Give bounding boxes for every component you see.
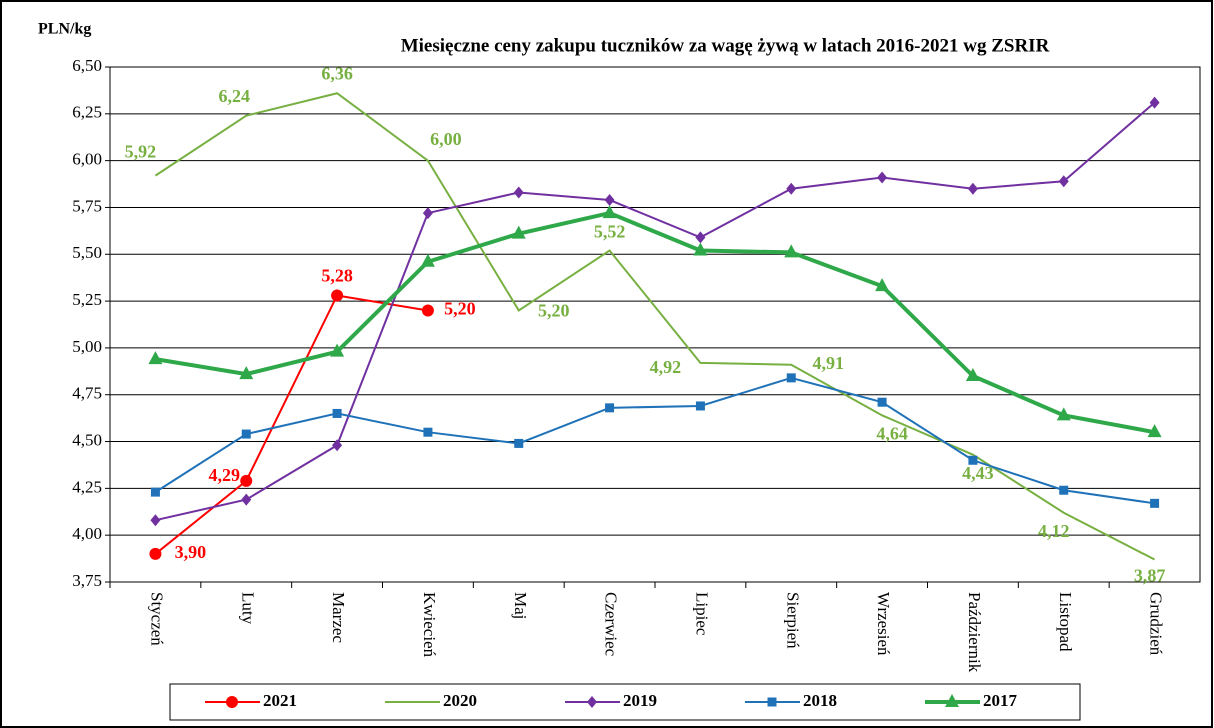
marker [695, 401, 705, 411]
marker [767, 697, 777, 707]
marker [604, 193, 615, 206]
marker [514, 438, 524, 448]
x-tick-label: Kwiecień [420, 592, 439, 658]
marker [423, 427, 433, 437]
chart-title: Miesięczne ceny zakupu tuczników za wagę… [401, 35, 1050, 56]
marker [587, 696, 597, 708]
y-tick-label: 5,50 [72, 243, 102, 262]
plot-area [109, 66, 1201, 583]
marker [693, 242, 708, 256]
marker [968, 455, 978, 465]
marker [965, 368, 980, 381]
data-label: 3,87 [1134, 566, 1166, 586]
marker [420, 253, 435, 267]
x-tick-label: Sierpień [783, 592, 802, 649]
marker [602, 205, 617, 219]
y-tick-label: 6,00 [72, 150, 102, 169]
y-tick-label: 5,75 [72, 196, 102, 215]
marker [786, 373, 796, 383]
marker [421, 304, 434, 317]
y-tick-label: 6,50 [72, 56, 102, 75]
data-label: 4,64 [876, 423, 908, 443]
marker [1149, 96, 1160, 109]
x-tick-label: Styczeń [148, 592, 167, 646]
marker [1058, 175, 1069, 188]
x-tick-label: Październik [965, 592, 984, 673]
y-axis-label: PLN/kg [38, 21, 91, 38]
marker [150, 487, 160, 497]
data-label: 5,20 [444, 299, 476, 319]
y-tick-label: 5,25 [72, 290, 102, 309]
data-label: 4,12 [1038, 521, 1070, 541]
marker [241, 493, 252, 506]
series-line [155, 210, 1155, 435]
marker [330, 343, 345, 357]
data-label: 3,90 [175, 542, 207, 562]
y-tick-label: 3,75 [72, 571, 102, 590]
x-tick-label: Maj [511, 592, 530, 619]
y-tick-label: 4,25 [72, 477, 102, 496]
data-label: 6,36 [321, 63, 353, 83]
x-tick-label: Marzec [329, 592, 348, 643]
x-tick-label: Grudzień [1147, 592, 1166, 656]
marker [422, 207, 433, 220]
series-line [154, 376, 1155, 505]
marker [332, 439, 343, 452]
y-tick-label: 5,00 [72, 337, 102, 356]
marker [240, 474, 253, 487]
series-line [154, 294, 429, 555]
y-tick-label: 4,75 [72, 384, 102, 403]
marker [513, 186, 524, 199]
data-label: 4,92 [650, 357, 682, 377]
y-tick-label: 4,00 [72, 524, 102, 543]
legend-label: 2020 [443, 691, 477, 710]
legend-label: 2017 [983, 691, 1018, 710]
series-line [155, 101, 1156, 522]
data-label: 4,43 [962, 463, 994, 483]
marker [1056, 407, 1071, 421]
marker [967, 182, 978, 195]
marker [695, 231, 706, 244]
marker [150, 514, 161, 527]
data-label: 6,00 [430, 129, 462, 149]
marker [511, 225, 526, 239]
y-tick-label: 6,25 [72, 103, 102, 122]
y-tick-label: 4,50 [72, 430, 102, 449]
marker [1059, 485, 1069, 495]
marker [239, 366, 254, 380]
marker [605, 403, 615, 413]
marker [875, 278, 890, 292]
marker [877, 171, 888, 184]
legend-label: 2019 [623, 691, 657, 710]
marker [877, 397, 887, 407]
data-label: 5,92 [125, 142, 157, 162]
marker [1147, 424, 1162, 438]
marker [331, 289, 344, 302]
x-tick-label: Luty [238, 592, 257, 625]
data-label: 4,91 [813, 353, 845, 373]
marker [149, 547, 162, 560]
marker [332, 408, 342, 418]
marker [241, 429, 251, 439]
legend-label: 2018 [803, 691, 837, 710]
marker [226, 696, 238, 708]
marker [784, 244, 799, 258]
data-label: 5,52 [594, 222, 626, 242]
x-tick-label: Czerwiec [602, 592, 621, 657]
data-label: 5,20 [538, 301, 570, 321]
marker [1150, 498, 1160, 508]
data-label: 5,28 [321, 266, 353, 286]
marker [945, 694, 959, 707]
x-tick-label: Wrzesień [874, 592, 893, 656]
marker [786, 182, 797, 195]
data-label: 6,24 [219, 86, 251, 106]
marker [148, 351, 163, 365]
x-tick-label: Lipiec [693, 592, 712, 636]
x-tick-label: Listopad [1056, 592, 1075, 652]
data-label: 4,29 [209, 465, 241, 485]
legend-label: 2021 [263, 691, 297, 710]
